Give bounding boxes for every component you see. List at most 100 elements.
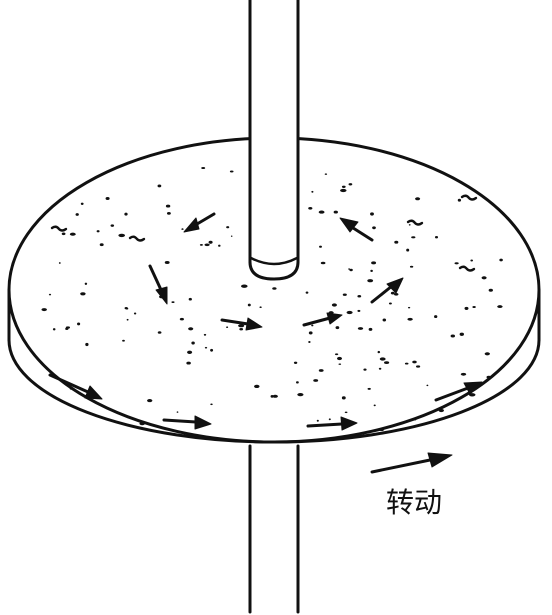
particle-speck: [499, 258, 503, 262]
particle-speck: [311, 324, 314, 327]
particle-speck: [313, 379, 319, 382]
particle-speck: [318, 369, 324, 372]
particle-speck: [460, 372, 467, 376]
particle-speck: [164, 261, 170, 264]
particle-speck: [188, 327, 194, 331]
particle-speck: [272, 394, 278, 398]
particle-speck: [335, 326, 340, 330]
particle-speck: [459, 332, 464, 336]
particle-speck: [404, 362, 409, 365]
rotation-arrow: [370, 452, 453, 474]
particle-speck: [124, 306, 128, 310]
particle-squiggle: [458, 265, 476, 272]
particle-speck: [259, 306, 262, 309]
particle-speck: [99, 243, 104, 247]
particle-speck: [367, 387, 371, 390]
particle-speck: [204, 346, 208, 349]
particle-speck: [297, 393, 304, 397]
particle-speck: [318, 210, 325, 214]
particle-speck: [126, 318, 129, 321]
particle-speck: [457, 198, 462, 202]
particle-speck: [157, 331, 162, 334]
particle-speck: [226, 226, 230, 229]
particle-speck: [464, 306, 469, 310]
particle-speck: [241, 284, 248, 288]
particle-speck: [348, 268, 350, 270]
particle-speck: [334, 353, 339, 356]
particle-speck: [367, 279, 374, 283]
particle-speck: [379, 427, 385, 432]
flow-arrow: [220, 317, 263, 331]
particle-speck: [379, 357, 386, 361]
particle-speck: [157, 184, 162, 188]
particle-speck: [333, 210, 338, 214]
flow-arrow: [434, 381, 483, 402]
particle-speck: [342, 293, 347, 296]
upper-shaft: [248, 0, 300, 281]
particle-speck: [201, 166, 206, 170]
particle-speck: [210, 403, 213, 406]
particle-speck: [296, 381, 299, 384]
particle-speck: [229, 170, 234, 173]
particle-speck: [272, 287, 277, 290]
particle-squiggle: [128, 235, 146, 242]
particle-speck: [308, 331, 313, 335]
particle-speck: [377, 350, 381, 354]
particle-speck: [472, 305, 476, 309]
particle-speck: [77, 322, 81, 326]
flow-arrow: [48, 373, 103, 400]
flow-arrow: [183, 212, 216, 233]
particle-speck: [191, 341, 195, 345]
particle-speck: [75, 213, 79, 216]
particle-speck: [344, 411, 348, 414]
particle-speck: [413, 418, 417, 421]
particle-speck: [328, 418, 331, 421]
particle-speck: [341, 396, 346, 400]
flow-arrow: [302, 312, 343, 327]
particle-speck: [80, 292, 86, 296]
particle-speck: [390, 291, 395, 295]
particle-speck: [204, 243, 210, 247]
particle-speck: [52, 328, 56, 331]
particle-speck: [426, 384, 429, 387]
particle-speck: [340, 188, 347, 193]
particle-speck: [208, 240, 213, 244]
particle-speck: [372, 226, 376, 230]
particle-speck: [203, 333, 207, 336]
particle-speck: [199, 243, 203, 246]
disc-top-face: [9, 138, 539, 442]
particle-speck: [434, 315, 438, 319]
particle-speck: [450, 334, 456, 338]
particle-speck: [165, 204, 171, 208]
particle-speck: [270, 395, 274, 398]
particle-speck: [349, 268, 353, 272]
particle-speck: [363, 368, 367, 371]
flow-arrows-side: [48, 373, 483, 431]
particle-speck: [247, 303, 251, 307]
particle-speck: [133, 312, 137, 315]
particle-speck: [394, 240, 399, 244]
particle-speck: [48, 293, 52, 296]
particle-speck: [65, 327, 69, 331]
particle-speck: [58, 262, 61, 264]
particle-squiggle: [406, 219, 424, 226]
particle-speck: [319, 245, 322, 248]
particle-speck: [497, 305, 503, 309]
particle-speck: [324, 173, 328, 175]
particle-speck: [69, 232, 76, 236]
particle-speck: [61, 232, 66, 236]
particle-speck: [371, 261, 377, 265]
particle-speck: [357, 327, 364, 330]
particle-speck: [124, 212, 128, 216]
particle-speck: [311, 190, 314, 193]
particle-speck: [122, 339, 125, 342]
particle-speck: [305, 291, 309, 294]
particle-speck: [166, 212, 171, 215]
particle-speck: [110, 224, 115, 227]
particle-speck: [434, 236, 439, 239]
particle-speck: [187, 350, 193, 354]
particle-speck: [218, 244, 221, 247]
particle-speck: [406, 248, 410, 252]
particle-speck: [357, 309, 361, 312]
